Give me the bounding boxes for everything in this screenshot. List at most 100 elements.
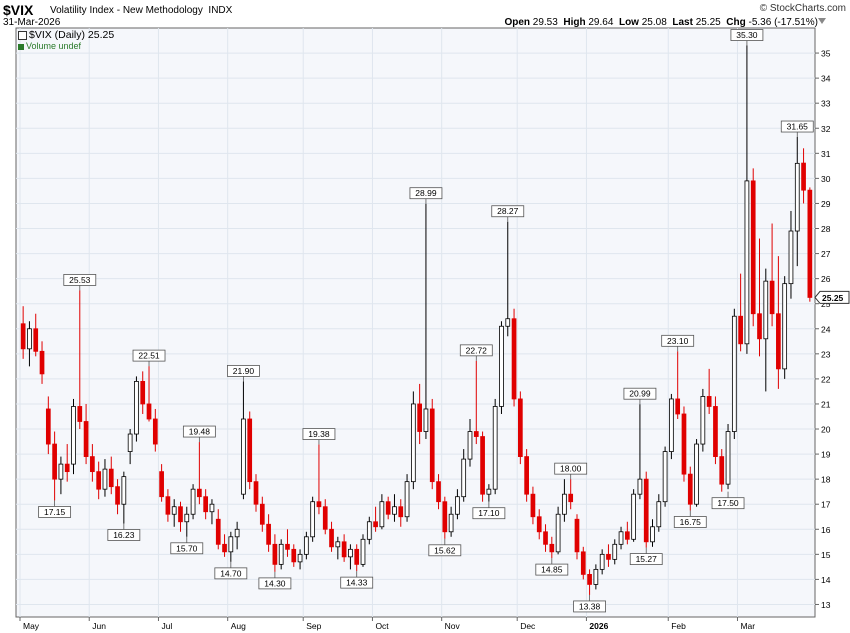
candle-body	[77, 406, 83, 422]
candle-body	[310, 501, 316, 538]
quote-bar: Open 29.53 High 29.64 Low 25.08 Last 25.…	[504, 17, 818, 28]
annotation-box	[302, 428, 336, 440]
y-tick-label: 13	[821, 600, 831, 610]
candle-body	[102, 468, 108, 490]
annotation-box	[459, 344, 493, 357]
candle-body	[744, 180, 750, 345]
candle-body	[480, 436, 485, 495]
candle-body	[429, 408, 435, 483]
y-tick-label: 15	[821, 550, 831, 560]
candle-body	[681, 413, 687, 475]
annotation-label: 14.33	[346, 578, 368, 588]
candle-body	[215, 518, 221, 545]
annotations: 25.53 17.15 16.23 22.51 15.70 19.48 21.90 14.70…	[38, 29, 814, 613]
annotation-label: 15.62	[434, 545, 456, 555]
symbol-title: $VIX	[3, 2, 34, 18]
y-tick-label: 23	[821, 349, 831, 359]
annotation-label: 25.53	[69, 275, 91, 285]
candle-body	[366, 521, 372, 540]
candle-body	[574, 518, 580, 553]
last-price-tag: 25.25	[814, 290, 850, 304]
high-label: High	[563, 17, 586, 28]
candle-body	[171, 506, 177, 515]
annotation-label: 22.72	[466, 345, 488, 355]
annotation-label: 18.00	[560, 464, 582, 474]
candle-body	[341, 541, 347, 558]
candle-body	[694, 443, 699, 505]
y-tick-label: 24	[821, 324, 831, 334]
quote-dropdown-icon[interactable]	[818, 18, 826, 24]
symbol-description: Volatility Index - New Methodology	[50, 5, 203, 16]
candle-body	[776, 313, 781, 370]
candle-body	[228, 536, 234, 553]
candle-body	[197, 488, 202, 498]
candle-body	[108, 468, 114, 488]
candle-body	[436, 481, 441, 503]
candle-body	[90, 456, 95, 473]
annotation-box	[170, 542, 204, 555]
candle-body	[599, 553, 605, 570]
annotation-label: 35.30	[736, 30, 758, 40]
annotation-label: 31.65	[787, 122, 809, 132]
candle-body	[782, 283, 788, 370]
candle-body	[203, 496, 209, 513]
candle-body	[417, 403, 422, 432]
candle-body	[492, 406, 498, 490]
y-tick-label: 25	[821, 299, 831, 309]
candle-body	[675, 398, 681, 415]
candle-body	[45, 408, 51, 445]
y-tick-label: 22	[821, 374, 831, 384]
x-tick-label: Feb	[671, 621, 686, 631]
annotation-label: 16.75	[680, 517, 702, 527]
candle-body	[58, 463, 64, 480]
candle-body	[486, 488, 492, 495]
candle-body	[190, 488, 196, 515]
annotation-label: 17.10	[478, 508, 500, 518]
x-tick-label: 2026	[589, 621, 608, 631]
candle-body	[316, 501, 322, 508]
candle-body	[146, 403, 152, 420]
open-value: 29.53	[532, 17, 558, 28]
candle-body	[656, 501, 662, 528]
candle-body	[801, 162, 806, 191]
y-tick-label: 18	[821, 475, 831, 485]
x-axis: May Jun Jul Aug Sep Oct Nov Dec 2026 Feb Mar	[19, 617, 755, 631]
annotation-label: 20.99	[629, 389, 651, 399]
chg-value: -5.36 (-17.51%)	[748, 17, 818, 28]
candle-body	[769, 280, 775, 315]
candle-body	[555, 513, 561, 553]
annotation-label: 15.70	[176, 543, 198, 553]
last-value: 25.25	[695, 17, 721, 28]
candle-body	[64, 463, 70, 473]
x-tick-label: May	[23, 621, 40, 631]
legend-swatch	[18, 30, 27, 40]
candle-body	[536, 516, 542, 533]
candle-body	[763, 280, 769, 340]
candle-body	[159, 471, 164, 498]
candle-body	[134, 380, 139, 435]
annotation-label: 23.10	[667, 336, 689, 346]
annotation-box	[573, 600, 606, 613]
x-tick-label: Sep	[306, 621, 321, 631]
candle-body	[499, 325, 504, 407]
annotation-box	[491, 205, 525, 218]
y-tick-label: 16	[821, 525, 831, 535]
annotation-box	[661, 334, 695, 347]
y-tick-label: 28	[821, 224, 831, 234]
candle-body	[297, 553, 303, 563]
high-value: 29.64	[588, 17, 614, 28]
annotation-label: 13.38	[579, 601, 601, 611]
y-tick-label: 35	[821, 49, 831, 59]
candle-body	[725, 431, 731, 485]
candle-body	[385, 501, 391, 515]
candles	[20, 45, 813, 595]
candle-body	[706, 396, 712, 407]
candle-body	[291, 548, 297, 563]
symbol-name: Volatility Index - New Methodology INDX	[50, 5, 232, 16]
y-tick-label: 17	[821, 500, 831, 510]
candle-body	[222, 543, 227, 553]
candle-body	[511, 318, 517, 400]
candle-body	[731, 315, 737, 432]
candle-body	[247, 418, 253, 483]
